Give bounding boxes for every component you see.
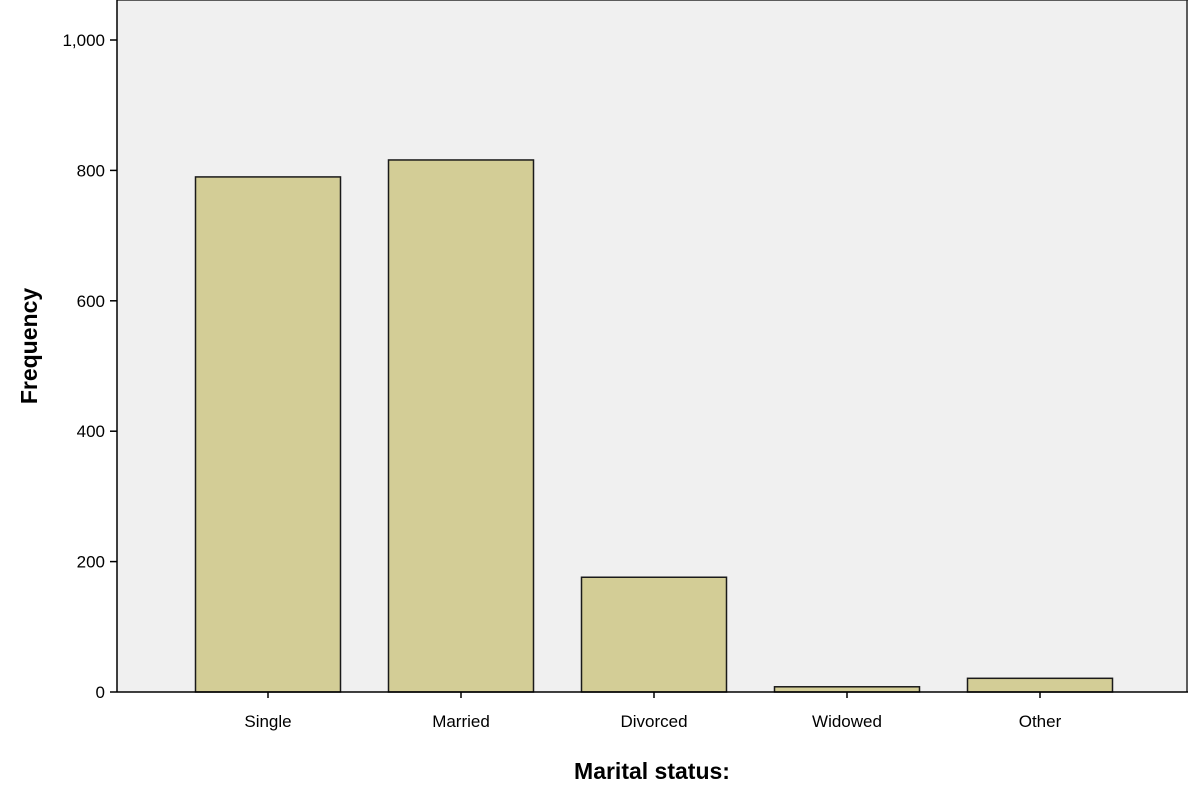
y-tick-label: 200	[77, 553, 105, 572]
x-axis-ticks: Single Married Divorced Widowed Other	[244, 692, 1062, 731]
y-axis-ticks: 0 200 400 600 800 1,000	[62, 31, 117, 702]
y-tick-label: 1,000	[62, 31, 105, 50]
x-tick-label: Married	[432, 712, 490, 731]
bar-divorced	[580, 576, 728, 693]
x-tick-label: Widowed	[812, 712, 882, 731]
bar-widowed	[773, 686, 921, 693]
x-tick-label: Other	[1019, 712, 1062, 731]
bar-married	[387, 159, 535, 693]
y-tick-label: 800	[77, 161, 105, 180]
y-tick-label: 600	[77, 292, 105, 311]
y-tick-label: 0	[96, 683, 105, 702]
bar-single	[194, 176, 342, 693]
x-axis-title: Marital status:	[574, 758, 730, 784]
x-tick-label: Divorced	[620, 712, 687, 731]
y-tick-label: 400	[77, 422, 105, 441]
bar-other	[966, 677, 1114, 693]
y-axis-title: Frequency	[16, 288, 42, 405]
x-tick-label: Single	[244, 712, 291, 731]
